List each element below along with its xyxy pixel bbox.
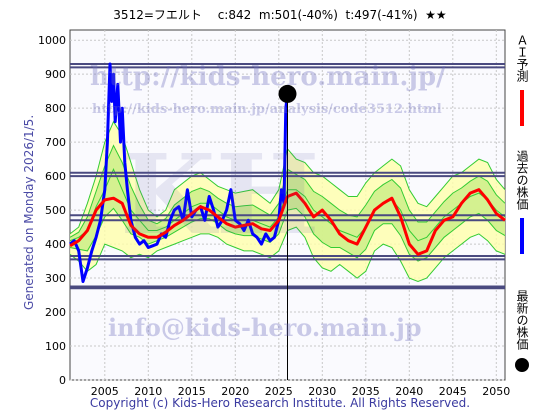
x-tick-label: 2020: [221, 385, 249, 398]
x-tick-label: 2050: [482, 385, 510, 398]
watermark-logo: KH: [120, 130, 320, 259]
x-tick-label: 2025: [265, 385, 293, 398]
x-tick-label: 2035: [352, 385, 380, 398]
current-price-marker: [278, 84, 297, 380]
x-tick-label: 2015: [178, 385, 206, 398]
legend-past-price-swatch: [520, 217, 524, 254]
copyright-footer: Copyright (c) Kids-Hero Research Institu…: [89, 396, 471, 410]
y-tick-label: 700: [45, 136, 66, 149]
watermark-email: info@kids-hero.main.jp: [108, 313, 422, 342]
y-tick-label: 200: [45, 306, 66, 319]
y-tick-label: 1000: [38, 34, 66, 47]
legend-latest-price-label: 最新の株価: [515, 290, 529, 350]
y-axis-ticks: 0 100 200 300 400 500 600 700 800 900 1000: [38, 34, 66, 387]
x-tick-label: 2005: [91, 385, 119, 398]
y-tick-label: 0: [59, 374, 66, 387]
series-line: [69, 62, 289, 283]
y-tick-label: 900: [45, 68, 66, 81]
legend-past-price: 過去の株価: [514, 150, 531, 254]
watermark-url-large: http://kids-hero.main.jp/: [90, 62, 446, 92]
x-tick-label: 2040: [395, 385, 423, 398]
legend-latest-price: 最新の株価: [514, 290, 531, 372]
legend-ai-forecast: ＡＩ予測: [514, 34, 531, 126]
x-axis-ticks: 2005 2010 2015 2020 2025 2030 2035 2040 2045 2050: [91, 385, 510, 398]
current-price-dot: [278, 84, 297, 103]
y-tick-label: 500: [45, 204, 66, 217]
y-tick-label: 400: [45, 238, 66, 251]
legend-ai-forecast-label: ＡＩ予測: [515, 34, 529, 82]
legend-past-price-label: 過去の株価: [515, 150, 529, 210]
watermark-url-small: http://kids-hero.main.jp/analysis/code35…: [92, 102, 442, 117]
x-tick-label: 2045: [439, 385, 467, 398]
y-tick-label: 300: [45, 272, 66, 285]
x-tick-label: 2030: [308, 385, 336, 398]
y-tick-label: 100: [45, 340, 66, 353]
chart-title: 3512=フエルト c:842 m:501(-40%) t:497(-41%) …: [113, 8, 447, 22]
generated-date: Generated on Monday 2026/1/5.: [22, 114, 36, 310]
legend-latest-price-dot: [515, 357, 529, 372]
y-tick-label: 800: [45, 102, 66, 115]
y-tick-label: 600: [45, 170, 66, 183]
x-tick-label: 2010: [134, 385, 162, 398]
legend-ai-forecast-swatch: [520, 89, 524, 126]
